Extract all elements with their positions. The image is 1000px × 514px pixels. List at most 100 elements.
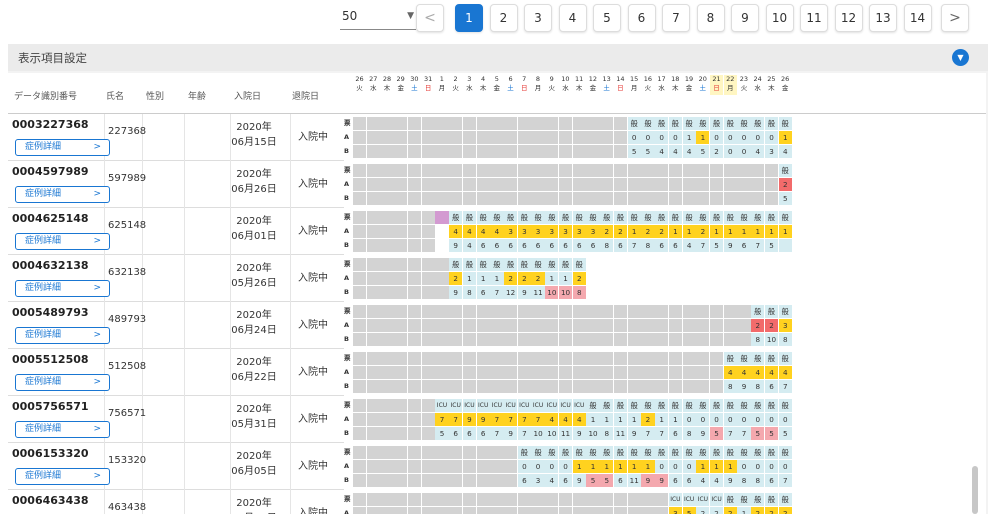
severity-cell: 般 xyxy=(709,117,724,130)
case-detail-button[interactable]: 症例詳細 > xyxy=(15,468,110,485)
page-button-14[interactable]: 14 xyxy=(903,4,932,32)
column-divider xyxy=(142,490,143,514)
rows-per-page-select[interactable]: 50 ▼ xyxy=(340,6,416,30)
header-discharge-date[interactable]: 退院日 xyxy=(292,92,320,102)
severity-cell xyxy=(394,333,408,346)
header-gender[interactable]: 性別 xyxy=(146,92,165,102)
chevron-right-icon: > xyxy=(93,142,101,152)
expand-toggle-icon[interactable]: ▼ xyxy=(952,49,969,66)
severity-cell xyxy=(435,366,449,379)
page-button-9[interactable]: 9 xyxy=(731,4,759,32)
column-divider xyxy=(290,490,291,514)
header-name[interactable]: 氏名 xyxy=(106,92,125,102)
severity-cell: 1 xyxy=(737,507,751,514)
severity-cell: 9 xyxy=(504,427,518,440)
severity-cell: 般 xyxy=(627,399,641,412)
severity-cell xyxy=(504,474,518,487)
severity-cell: 1 xyxy=(737,225,751,238)
severity-cell: 6 xyxy=(764,474,779,487)
page-button-8[interactable]: 8 xyxy=(696,4,725,32)
severity-cell xyxy=(353,192,367,205)
case-detail-button[interactable]: 症例詳細 > xyxy=(15,374,110,391)
severity-cell: 2 xyxy=(709,507,724,514)
severity-cell xyxy=(655,380,669,393)
severity-cell: 8 xyxy=(751,474,765,487)
severity-cell xyxy=(600,366,614,379)
severity-cell xyxy=(407,258,422,271)
column-divider xyxy=(230,349,231,396)
severity-cell xyxy=(421,225,435,238)
display-settings-header[interactable]: 表示項目設定 ▼ xyxy=(8,44,988,71)
grid-row-label: 票 xyxy=(344,495,351,503)
severity-cell: 般 xyxy=(751,117,765,130)
severity-cell xyxy=(394,366,408,379)
severity-cell: 般 xyxy=(778,117,792,130)
severity-cell: 7 xyxy=(696,239,710,252)
page-button-1[interactable]: 1 xyxy=(455,4,483,32)
severity-cell: 6 xyxy=(476,427,490,440)
page-button-6[interactable]: 6 xyxy=(627,4,656,32)
severity-cell xyxy=(613,366,628,379)
severity-cell xyxy=(394,413,408,426)
severity-cell: 0 xyxy=(641,131,655,144)
rows-per-page-value: 50 xyxy=(342,9,358,23)
severity-cell: 4 xyxy=(696,474,710,487)
severity-cell: 6 xyxy=(586,239,600,252)
severity-cell xyxy=(778,286,792,299)
severity-cell xyxy=(655,366,669,379)
severity-cell xyxy=(435,286,449,299)
severity-cell: 2 xyxy=(696,225,710,238)
case-detail-label: 症例詳細 xyxy=(25,236,62,246)
discharge-status: 入院中 xyxy=(298,320,328,331)
column-divider xyxy=(142,349,143,396)
page-button-3[interactable]: 3 xyxy=(524,4,552,32)
severity-cell xyxy=(462,446,477,459)
case-detail-button[interactable]: 症例詳細 > xyxy=(15,186,110,203)
severity-cell xyxy=(572,192,586,205)
page-button-4[interactable]: 4 xyxy=(558,4,587,32)
severity-cell xyxy=(366,446,380,459)
page-button-5[interactable]: 5 xyxy=(593,4,621,32)
page-button-10[interactable]: 10 xyxy=(765,4,794,32)
severity-cell xyxy=(421,145,435,158)
severity-cell xyxy=(421,319,435,332)
case-detail-button[interactable]: 症例詳細 > xyxy=(15,421,110,438)
severity-cell: 般 xyxy=(641,211,655,224)
severity-cell xyxy=(435,319,449,332)
severity-cell: 般 xyxy=(696,399,710,412)
page-button-12[interactable]: 12 xyxy=(834,4,863,32)
vertical-scrollbar[interactable] xyxy=(972,466,978,514)
case-detail-button[interactable]: 症例詳細 > xyxy=(15,280,110,297)
severity-cell: 7 xyxy=(490,413,504,426)
header-age[interactable]: 年齢 xyxy=(188,92,207,102)
page-button-13[interactable]: 13 xyxy=(869,4,897,32)
day-number: 15 xyxy=(629,75,639,83)
page-button-7[interactable]: 7 xyxy=(662,4,690,32)
day-header: 17 水 xyxy=(655,75,668,95)
severity-cell: 般 xyxy=(462,211,477,224)
severity-cell xyxy=(407,446,422,459)
page-button-11[interactable]: 11 xyxy=(800,4,828,32)
severity-cell xyxy=(737,333,751,346)
header-id[interactable]: データ識別番号 xyxy=(14,92,78,102)
admission-date: 2020年05月26日 xyxy=(231,263,277,289)
next-page-button[interactable]: > xyxy=(941,4,969,32)
severity-cell xyxy=(668,305,682,318)
severity-cell: 4 xyxy=(709,474,724,487)
severity-cell xyxy=(709,333,724,346)
case-detail-button[interactable]: 症例詳細 > xyxy=(15,233,110,250)
case-detail-button[interactable]: 症例詳細 > xyxy=(15,139,110,156)
severity-cell xyxy=(558,305,573,318)
severity-cell xyxy=(394,474,408,487)
severity-cell xyxy=(380,286,394,299)
severity-cell xyxy=(435,333,449,346)
case-detail-button[interactable]: 症例詳細 > xyxy=(15,327,110,344)
severity-cell xyxy=(421,380,435,393)
prev-page-button[interactable]: < xyxy=(416,4,444,32)
severity-cell xyxy=(435,164,449,177)
page-button-2[interactable]: 2 xyxy=(489,4,518,32)
header-admit-date[interactable]: 入院日 xyxy=(234,92,262,102)
patient-name: 597989 xyxy=(108,173,147,184)
severity-cell xyxy=(407,352,422,365)
grid-row-label: A xyxy=(344,133,350,141)
